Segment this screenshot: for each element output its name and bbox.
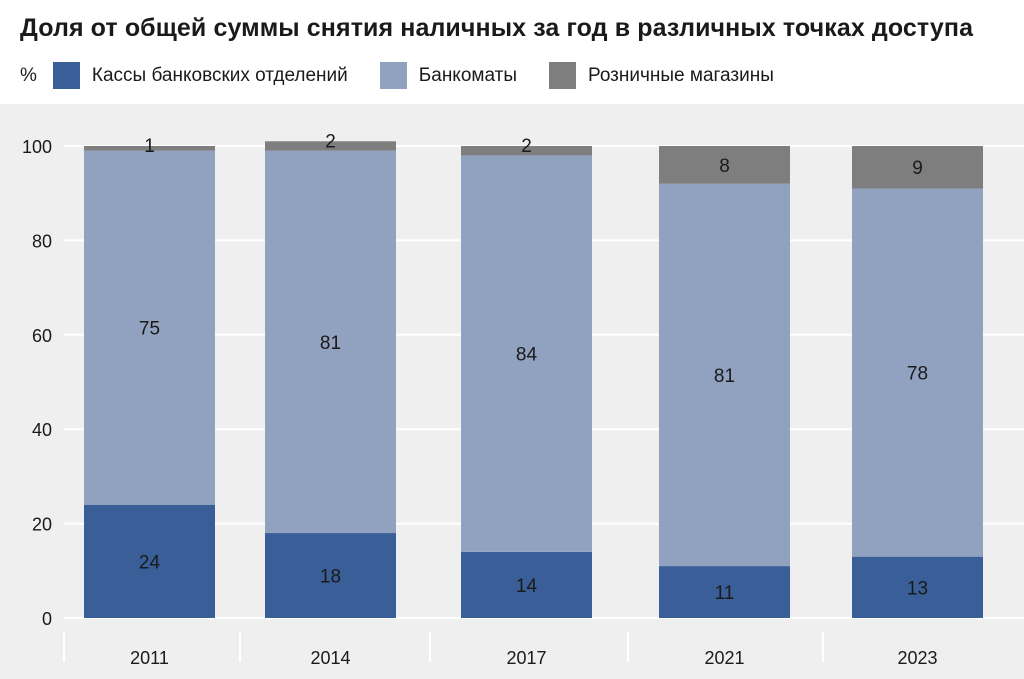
x-tick-label: 2011 bbox=[130, 648, 169, 668]
data-label: 1 bbox=[144, 136, 155, 157]
legend-swatch-atms bbox=[379, 62, 407, 89]
data-label: 9 bbox=[912, 158, 923, 179]
y-tick-label: 40 bbox=[32, 420, 52, 440]
bar-segment bbox=[265, 141, 396, 151]
legend-item-atms: Банкоматы bbox=[379, 62, 517, 89]
data-label: 24 bbox=[139, 552, 161, 573]
bar-segment bbox=[659, 183, 790, 567]
y-tick-label: 0 bbox=[42, 609, 52, 629]
x-tick-label: 2023 bbox=[897, 648, 937, 668]
data-label: 81 bbox=[320, 333, 341, 354]
y-tick-label: 60 bbox=[32, 326, 52, 346]
bar-segment bbox=[84, 150, 215, 505]
bar-segment bbox=[659, 146, 790, 184]
legend-item-branches: Кассы банковских отделений bbox=[52, 62, 348, 89]
legend-item-retail: Розничные магазины bbox=[548, 62, 774, 89]
bar-segment bbox=[265, 533, 396, 618]
bar-segment bbox=[84, 504, 215, 618]
legend-label-branches: Кассы банковских отделений bbox=[91, 64, 348, 86]
data-label: 81 bbox=[714, 366, 735, 387]
y-tick-label: 100 bbox=[22, 137, 52, 157]
y-tick-label: 80 bbox=[32, 231, 52, 251]
bar-segment bbox=[852, 556, 983, 618]
legend-label-atms: Банкоматы bbox=[418, 64, 517, 86]
bar-segment bbox=[461, 155, 592, 552]
data-label: 75 bbox=[139, 319, 160, 340]
data-label: 8 bbox=[719, 156, 730, 177]
bar-segment bbox=[265, 150, 396, 534]
bar-segment bbox=[461, 146, 592, 156]
data-label: 13 bbox=[907, 578, 928, 599]
x-tick-label: 2014 bbox=[310, 648, 350, 668]
data-label: 78 bbox=[907, 364, 928, 385]
data-label: 84 bbox=[516, 345, 538, 366]
bar-segment bbox=[461, 551, 592, 618]
bar-segment bbox=[852, 146, 983, 189]
legend-swatch-branches bbox=[52, 62, 80, 89]
bar-segment bbox=[852, 188, 983, 557]
data-label: 14 bbox=[516, 576, 538, 597]
chart-title: Доля от общей суммы снятия наличных за г… bbox=[20, 14, 974, 42]
legend: % Кассы банковских отделений Банкоматы Р… bbox=[20, 62, 806, 89]
y-tick-label: 20 bbox=[32, 515, 52, 535]
data-label: 18 bbox=[320, 567, 341, 588]
legend-label-retail: Розничные магазины bbox=[587, 64, 774, 86]
data-label: 11 bbox=[715, 583, 735, 604]
legend-swatch-retail bbox=[548, 62, 576, 89]
data-label: 2 bbox=[521, 136, 532, 157]
unit-label: % bbox=[20, 64, 37, 86]
x-tick-label: 2017 bbox=[506, 648, 546, 668]
bar-segment bbox=[84, 146, 215, 151]
data-label: 2 bbox=[325, 131, 336, 152]
bar-segment bbox=[659, 566, 790, 618]
x-tick-label: 2021 bbox=[704, 648, 744, 668]
